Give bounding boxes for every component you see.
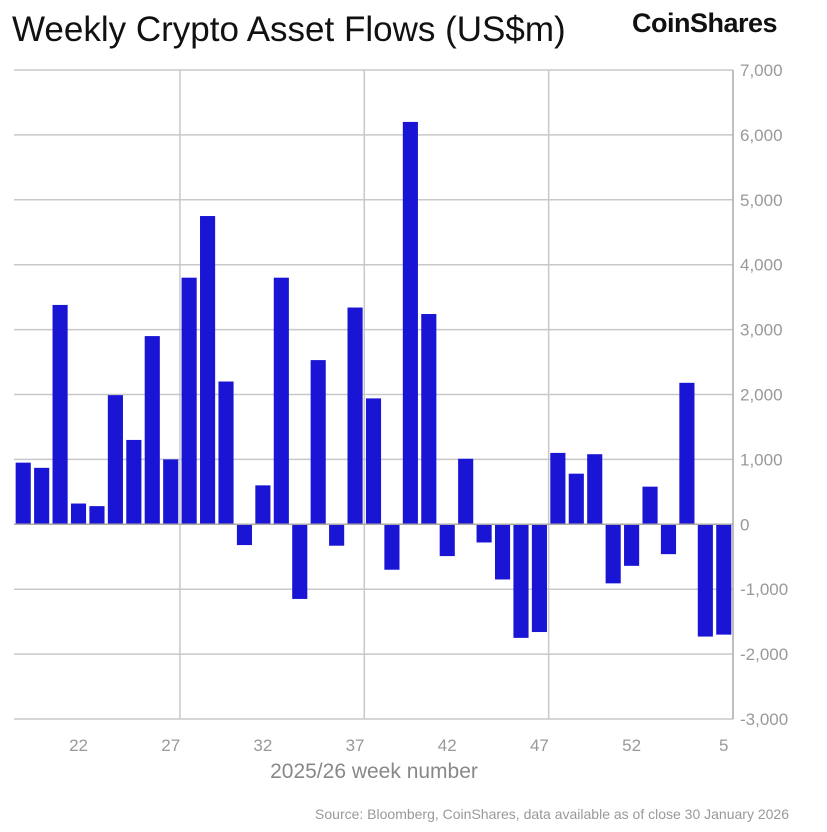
bar-week-5 [716,524,732,635]
bar-week-34 [292,524,308,599]
x-axis-label: 2025/26 week number [270,760,478,783]
bar-chart: 7,000 6,000 5,000 4,000 3,000 2,000 1,000 0 -1,0… [14,61,788,755]
x-tick-label: 5 [719,736,728,755]
bar-week-41 [421,314,437,525]
bar-week-30 [218,381,234,525]
y-tick-label: 0 [740,515,749,534]
bar-week-44 [476,524,492,543]
x-tick-label: 27 [161,736,180,755]
x-tick-label: 22 [69,736,88,755]
bar-week-33 [273,277,289,525]
bar-week-23 [89,506,105,525]
chart-title: Weekly Crypto Asset Flows (US$m) [12,10,566,49]
bar-week-1 [642,486,658,525]
bar-week-39 [384,524,400,570]
bar-week-46 [513,524,529,638]
bar-week-40 [402,121,418,525]
bar-week-45 [494,524,511,580]
bar-week-3 [679,382,695,525]
y-tick-label: 5,000 [740,191,783,210]
bar-week-20 [34,467,50,525]
bar-week-31 [236,524,253,546]
bar-week-24 [107,395,123,525]
bar-week-48 [550,452,566,525]
bar-week-27 [163,459,179,525]
bar-week-4 [697,524,713,637]
bar-week-25 [126,439,142,525]
y-tick-label: 3,000 [740,321,783,340]
coinshares-logo: CoinShares [632,8,778,38]
bar-week-28 [181,277,197,525]
bar-week-49 [568,473,584,525]
bar-week-52 [624,524,640,566]
bar-week-35 [310,360,326,525]
x-tick-label: 42 [438,736,457,755]
y-tick-label: 1,000 [740,450,783,469]
x-tick-label: 37 [346,736,365,755]
bar-week-43 [458,458,474,525]
bar-week-36 [329,524,345,546]
bar-week-19 [15,462,31,525]
bar-week-2 [660,524,677,555]
y-tick-label: 7,000 [740,61,783,80]
bar-week-26 [144,336,160,525]
bar-week-32 [255,485,271,525]
y-tick-label: 2,000 [740,386,783,405]
y-tick-label: 4,000 [740,256,783,275]
x-tick-label: 32 [253,736,272,755]
bar-week-42 [439,524,455,557]
bar-week-38 [365,398,382,525]
bar-week-51 [605,524,621,584]
bar-week-21 [52,304,68,525]
bar-week-47 [531,524,547,633]
x-tick-label: 47 [530,736,549,755]
x-tick-label: 52 [622,736,641,755]
y-tick-label: -2,000 [740,645,788,664]
bar-week-29 [200,216,216,525]
bar-week-50 [587,454,603,525]
source-note: Source: Bloomberg, CoinShares, data avai… [315,806,789,822]
bar-week-37 [347,307,363,525]
y-tick-label: 6,000 [740,126,783,145]
bar-week-22 [70,503,87,525]
y-tick-label: -1,000 [740,580,788,599]
y-tick-label: -3,000 [740,710,788,729]
